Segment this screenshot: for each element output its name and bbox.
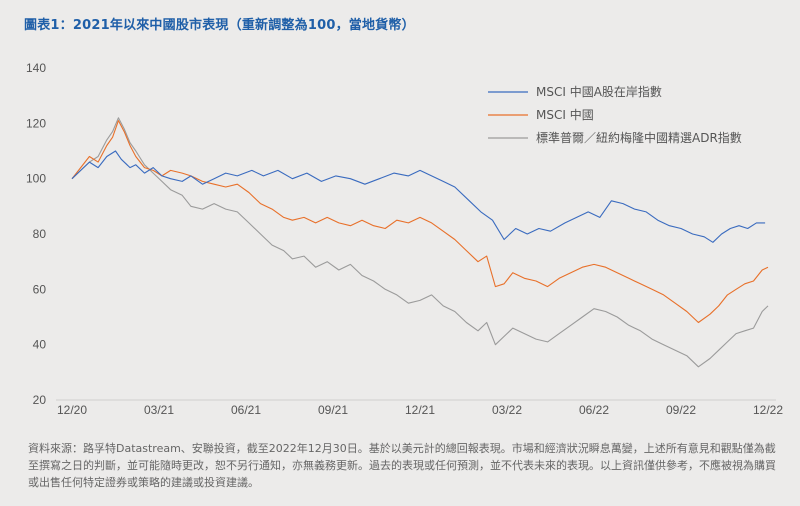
series-line-1 bbox=[71, 120, 769, 324]
x-tick-label: 03/22 bbox=[492, 403, 522, 417]
x-tick-label: 06/22 bbox=[579, 403, 609, 417]
x-tick-label: 12/22 bbox=[753, 403, 783, 417]
legend-label-0: MSCI 中國A股在岸指數 bbox=[536, 84, 662, 99]
legend-label-1: MSCI 中國 bbox=[536, 107, 594, 122]
x-tick-label: 09/22 bbox=[666, 403, 696, 417]
legend-label-2: 標準普爾／紐約梅隆中國精選ADR指數 bbox=[536, 130, 742, 145]
x-tick-label: 06/21 bbox=[231, 403, 261, 417]
y-tick-label: 100 bbox=[26, 172, 46, 186]
series-lines bbox=[71, 117, 769, 368]
x-tick-label: 09/21 bbox=[318, 403, 348, 417]
y-tick-label: 80 bbox=[33, 227, 47, 241]
y-tick-label: 40 bbox=[33, 338, 47, 352]
x-tick-label: 12/21 bbox=[405, 403, 435, 417]
x-axis-ticks: 12/20 03/21 06/21 09/21 12/21 03/22 06/22 09/22… bbox=[57, 403, 783, 417]
series-line-0 bbox=[71, 150, 766, 243]
series-line-2 bbox=[71, 117, 769, 368]
y-tick-label: 20 bbox=[33, 393, 47, 407]
y-tick-label: 140 bbox=[26, 61, 46, 75]
x-tick-label: 03/21 bbox=[144, 403, 174, 417]
x-tick-label: 12/20 bbox=[57, 403, 87, 417]
y-tick-label: 120 bbox=[26, 116, 46, 130]
chart-title: 圖表1：2021年以來中國股市表現（重新調整為100，當地貨幣） bbox=[24, 18, 415, 33]
y-axis-ticks: 20 40 60 80 100 120 140 bbox=[26, 61, 46, 407]
y-tick-label: 60 bbox=[33, 282, 47, 296]
footnote: 資料來源：路孚特Datastream、安聯投資，截至2022年12月30日。基於… bbox=[28, 442, 776, 489]
